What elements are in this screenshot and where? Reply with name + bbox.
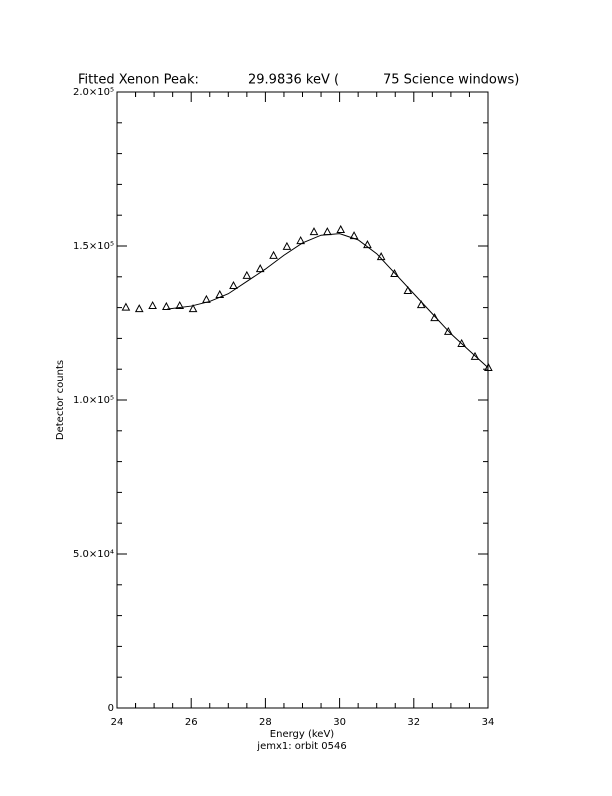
- data-point: [470, 351, 480, 360]
- data-point: [484, 362, 493, 371]
- data-point: [390, 268, 399, 278]
- x-tick-label: 32: [407, 717, 420, 728]
- data-point: [323, 227, 332, 236]
- data-point: [416, 300, 426, 309]
- chart-title: 29.9836 keV (: [248, 73, 339, 88]
- x-tick-label: 26: [185, 717, 198, 728]
- data-point: [269, 250, 278, 259]
- data-point: [443, 326, 453, 335]
- data-point: [229, 280, 238, 290]
- fit-line: [167, 233, 489, 369]
- data-point: [121, 302, 131, 311]
- data-point: [255, 264, 265, 273]
- y-axis-label: Detector counts: [55, 360, 66, 440]
- y-tick-label: 5.0×10⁴: [73, 549, 114, 560]
- data-point: [175, 301, 185, 310]
- subtitle: jemx1: orbit 0546: [256, 741, 346, 752]
- data-point: [403, 285, 413, 294]
- x-tick-label: 28: [259, 717, 272, 728]
- y-tick-label: 2.0×10⁵: [73, 87, 114, 98]
- data-point: [282, 241, 292, 250]
- data-point: [363, 240, 372, 249]
- y-tick-label: 1.0×10⁵: [73, 395, 114, 406]
- plot-frame: [116, 91, 489, 709]
- data-point: [336, 224, 346, 233]
- data-point: [309, 227, 319, 236]
- y-tick-label: 0: [108, 703, 114, 714]
- chart-title: 75 Science windows): [383, 73, 519, 88]
- data-point: [134, 304, 144, 313]
- data-point: [162, 301, 171, 310]
- chart-title: Fitted Xenon Peak:: [78, 73, 199, 88]
- data-point: [430, 313, 439, 322]
- x-tick-label: 30: [333, 717, 346, 728]
- x-tick-label: 24: [111, 717, 124, 728]
- x-axis-label: Energy (keV): [270, 729, 335, 740]
- data-point: [242, 270, 252, 279]
- y-tick-label: 1.5×10⁵: [73, 241, 114, 252]
- data-point: [148, 301, 157, 310]
- x-tick-label: 34: [482, 717, 495, 728]
- data-point: [188, 304, 198, 313]
- data-point: [457, 338, 466, 347]
